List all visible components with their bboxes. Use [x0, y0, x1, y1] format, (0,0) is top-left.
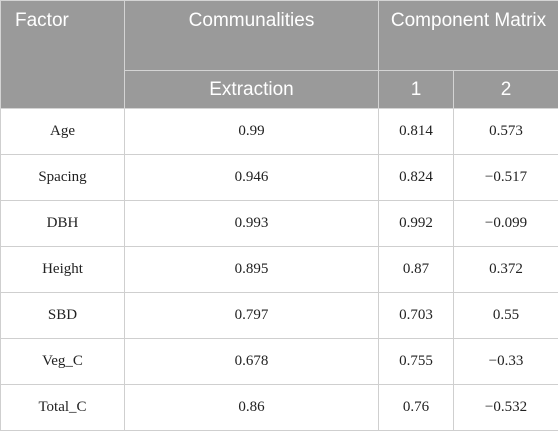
factor-cell: Spacing — [0, 154, 125, 201]
component-1-cell: 0.76 — [378, 384, 454, 431]
component-2-cell: −0.532 — [452, 384, 558, 431]
component-1-cell: 0.755 — [378, 338, 454, 385]
table-row: SBD 0.797 0.703 0.55 — [0, 292, 558, 339]
factor-cell: DBH — [0, 200, 125, 247]
header-component-2: 2 — [452, 70, 558, 109]
factor-cell: Total_C — [0, 384, 125, 431]
table-row: Veg_C 0.678 0.755 −0.33 — [0, 338, 558, 385]
extraction-cell: 0.946 — [124, 154, 379, 201]
component-1-cell: 0.992 — [378, 200, 454, 247]
component-1-cell: 0.87 — [378, 246, 454, 293]
component-1-cell: 0.814 — [378, 108, 454, 155]
component-2-cell: −0.517 — [452, 154, 558, 201]
table-row: Height 0.895 0.87 0.372 — [0, 246, 558, 293]
table-row: Total_C 0.86 0.76 −0.532 — [0, 384, 558, 431]
extraction-cell: 0.99 — [124, 108, 379, 155]
extraction-cell: 0.993 — [124, 200, 379, 247]
component-2-cell: −0.33 — [452, 338, 558, 385]
factor-cell: Age — [0, 108, 125, 155]
component-1-cell: 0.703 — [378, 292, 454, 339]
factor-cell: Height — [0, 246, 125, 293]
header-factor: Factor — [0, 0, 125, 109]
table-row: Spacing 0.946 0.824 −0.517 — [0, 154, 558, 201]
factor-cell: Veg_C — [0, 338, 125, 385]
table-row: DBH 0.993 0.992 −0.099 — [0, 200, 558, 247]
header-component-1: 1 — [378, 70, 454, 109]
factor-cell: SBD — [0, 292, 125, 339]
extraction-cell: 0.797 — [124, 292, 379, 339]
extraction-cell: 0.86 — [124, 384, 379, 431]
table-row: Age 0.99 0.814 0.573 — [0, 108, 558, 155]
component-2-cell: 0.573 — [452, 108, 558, 155]
header-communalities: Communalities — [124, 0, 379, 71]
component-1-cell: 0.824 — [378, 154, 454, 201]
header-extraction: Extraction — [124, 70, 379, 109]
component-2-cell: 0.372 — [452, 246, 558, 293]
header-row-sub: Extraction 1 2 — [1, 70, 558, 109]
extraction-cell: 0.895 — [124, 246, 379, 293]
header-component-matrix: Component Matrix — [377, 0, 558, 71]
header-row-top: Factor Communalities Component Matrix — [0, 0, 558, 109]
extraction-cell: 0.678 — [124, 338, 379, 385]
component-2-cell: −0.099 — [452, 200, 558, 247]
component-2-cell: 0.55 — [452, 292, 558, 339]
